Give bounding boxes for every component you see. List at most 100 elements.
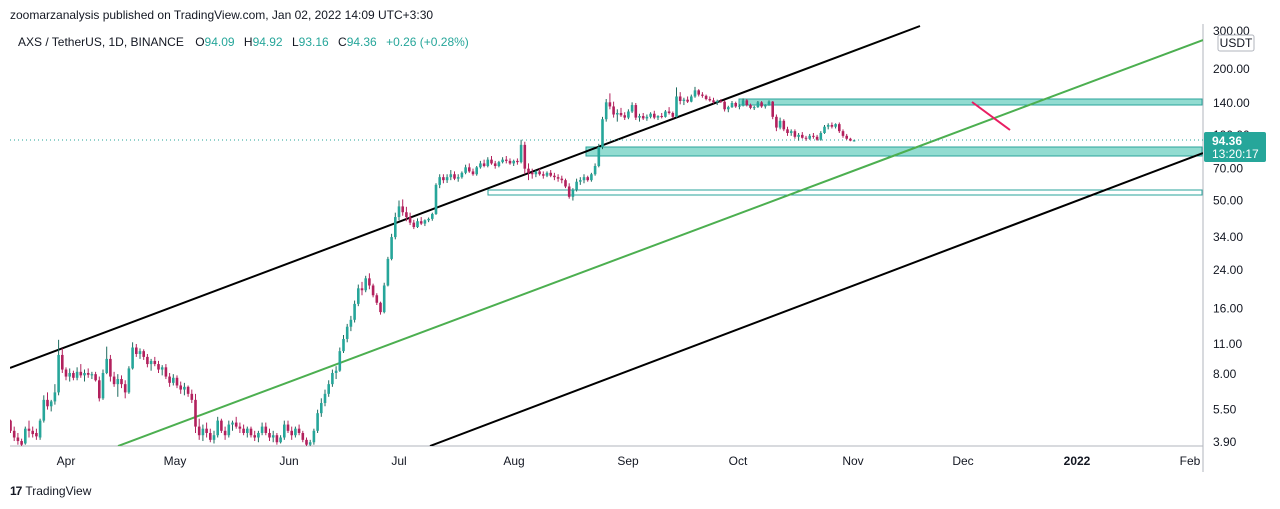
candle-up — [649, 113, 652, 117]
candle-up — [690, 96, 693, 102]
candle-down — [530, 172, 534, 175]
candle-up — [138, 351, 142, 354]
candle-up — [327, 384, 330, 394]
candle-down — [242, 428, 245, 433]
candle-up — [149, 360, 153, 365]
candle-up — [445, 177, 449, 181]
candle-down — [405, 212, 408, 218]
price-tick-label: 3.90 — [1213, 435, 1237, 449]
candle-up — [294, 428, 297, 436]
candle-down — [516, 160, 519, 163]
candle-down — [745, 100, 749, 106]
candle-up — [83, 372, 86, 376]
lower-support-zone[interactable] — [487, 189, 1203, 196]
candle-down — [98, 380, 101, 399]
candle-down — [804, 137, 808, 139]
candle-down — [830, 124, 834, 127]
candle-up — [604, 102, 608, 120]
time-tick-label: 2022 — [1064, 454, 1091, 468]
candle-down — [471, 171, 475, 175]
candle-up — [283, 424, 286, 438]
candle-up — [730, 103, 734, 108]
candle-down — [553, 175, 556, 178]
time-tick-label: Oct — [729, 454, 748, 468]
candle-up — [312, 430, 316, 443]
candle-up — [693, 90, 697, 97]
candle-up — [852, 140, 856, 142]
candle-down — [527, 168, 530, 173]
candle-down — [838, 124, 841, 132]
time-tick-label: Sep — [617, 454, 639, 468]
candle-up — [349, 319, 353, 327]
currency-badge[interactable] — [1217, 34, 1255, 52]
symbol-legend[interactable]: AXS / TetherUS, 1D, BINANCE O94.09 H94.9… — [18, 35, 469, 49]
candle-down — [275, 435, 279, 443]
candle-up — [423, 220, 427, 224]
price-tick-label: 300.00 — [1213, 24, 1250, 38]
candle-up — [416, 221, 419, 228]
resistance-zone[interactable] — [738, 98, 1203, 106]
candle-up — [756, 102, 760, 108]
ohlc-close-value: 94.36 — [347, 35, 377, 49]
candle-up — [216, 420, 219, 436]
ohlc-open-value: 94.09 — [205, 35, 235, 49]
candle-up — [764, 105, 767, 107]
price-tick-label: 16.00 — [1213, 302, 1243, 316]
candle-up — [682, 99, 686, 101]
candle-down — [697, 90, 700, 95]
candle-down — [375, 295, 379, 303]
candle-down — [453, 174, 456, 179]
candle-up — [497, 162, 501, 167]
candle-up — [512, 160, 515, 164]
candle-up — [460, 172, 464, 178]
descending-trendline[interactable] — [971, 101, 1011, 131]
candle-up — [68, 372, 71, 377]
candle-down — [408, 217, 412, 223]
candle-up — [127, 368, 131, 393]
candle-down — [686, 99, 689, 102]
candle-down — [586, 177, 589, 181]
plot-area[interactable] — [9, 25, 1203, 450]
channel-midline[interactable] — [117, 39, 1203, 446]
candle-up — [357, 288, 360, 304]
candle-up — [386, 258, 390, 286]
candle-down — [704, 95, 708, 100]
candle-up — [808, 135, 811, 139]
time-axis[interactable]: Apr May Jun Jul Aug Sep Oct Nov Dec 2022 Feb — [57, 454, 1201, 468]
tradingview-footer[interactable]: 17 TradingView — [10, 484, 91, 498]
channel-upper-line[interactable] — [10, 25, 921, 369]
candle-down — [401, 206, 404, 213]
candle-down — [812, 135, 815, 137]
channel-lower-line[interactable] — [429, 152, 1203, 446]
candle-up — [464, 167, 467, 173]
price-axis[interactable]: 300.00200.00140.00100.0070.0050.0034.002… — [1213, 24, 1250, 449]
candle-down — [482, 163, 486, 167]
candle-up — [645, 116, 649, 119]
candle-down — [12, 430, 16, 438]
candle-up — [160, 367, 164, 370]
candle-up — [834, 124, 837, 127]
candle-up — [638, 116, 641, 118]
candle-up — [382, 285, 386, 313]
candle-down — [671, 112, 675, 117]
candle-down — [135, 347, 138, 354]
last-price-value: 94.36 — [1212, 134, 1242, 148]
candle-down — [186, 386, 190, 394]
candle-down — [567, 186, 571, 197]
candle-up — [364, 278, 367, 291]
candle-down — [634, 105, 638, 118]
candle-up — [727, 107, 730, 110]
candle-down — [538, 171, 541, 175]
candle-up — [630, 105, 634, 112]
candle-down — [660, 116, 663, 118]
candle-down — [360, 288, 364, 291]
candle-down — [72, 372, 75, 378]
candle-up — [431, 213, 434, 219]
candle-down — [841, 131, 845, 136]
candle-down — [146, 356, 149, 365]
candle-down — [305, 439, 308, 445]
candle-down — [771, 101, 774, 117]
candle-down — [505, 159, 508, 161]
candle-up — [627, 111, 630, 118]
